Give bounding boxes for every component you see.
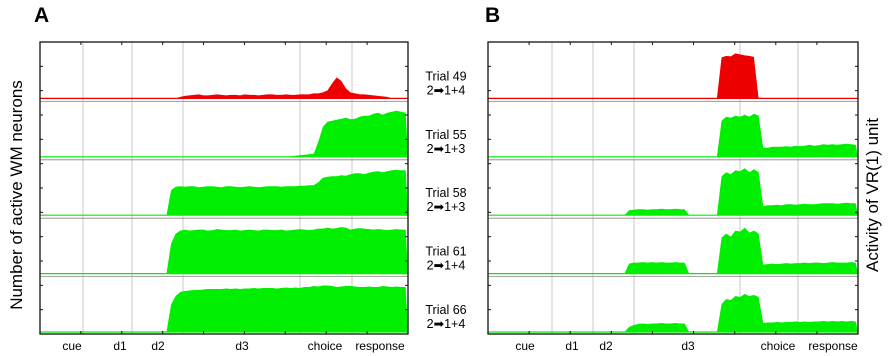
panel-a-x-tick-label: response xyxy=(355,339,405,353)
panel-a-x-tick-label: d2 xyxy=(151,339,165,353)
trial-rule-label: 2➡1+4 xyxy=(427,317,466,331)
panel-b-y-axis-label: Activity of VR(1) unit xyxy=(863,118,882,272)
panel-b-plot: cue d1 d2 d3 choice response xyxy=(487,41,859,353)
panel-b-x-tick-label: d1 xyxy=(565,339,579,353)
trial-rule-label: 2➡1+3 xyxy=(427,200,466,214)
panel-b-x-tick-label: choice xyxy=(761,339,796,353)
panel-a-series-area xyxy=(40,110,408,157)
panel-a-x-tick-label: choice xyxy=(308,339,343,353)
panel-b-series-area xyxy=(488,113,858,157)
trial-name-label: Trial 66 xyxy=(425,303,466,317)
panel-b-x-tick-label: d2 xyxy=(599,339,613,353)
panel-b-x-tick-label: response xyxy=(808,339,858,353)
trial-rule-label: 2➡1+4 xyxy=(427,83,466,97)
panel-a-series-area xyxy=(40,227,408,274)
trial-name-label: Trial 49 xyxy=(425,69,466,83)
trial-rule-label: 2➡1+4 xyxy=(427,259,466,273)
panel-b-frame xyxy=(487,41,859,335)
panel-letter-a: A xyxy=(34,4,49,27)
trial-name-label: Trial 61 xyxy=(425,245,466,259)
panel-b-series-area xyxy=(488,294,858,332)
trial-name-label: Trial 58 xyxy=(425,186,466,200)
trial-rule-label: 2➡1+3 xyxy=(427,142,466,156)
panel-b-x-tick-label: cue xyxy=(515,339,535,353)
trial-name-label: Trial 55 xyxy=(425,128,466,142)
panel-b-x-tick-label: d3 xyxy=(681,339,695,353)
panel-a-x-tick-label: d1 xyxy=(113,339,127,353)
panel-a-series-area xyxy=(40,169,408,216)
panel-b-series-area xyxy=(488,168,858,216)
panel-a-x-tick-label: d3 xyxy=(235,339,249,353)
panel-a-plot: cue d1 d2 d3 choice response xyxy=(39,41,409,353)
panel-letter-b: B xyxy=(485,4,500,27)
panel-a-series-area xyxy=(40,285,408,332)
panel-a-series-area xyxy=(40,77,408,99)
panel-a-x-tick-label: cue xyxy=(62,339,82,353)
panel-b-series-area xyxy=(488,53,858,99)
panel-a-y-axis-label: Number of active WM neurons xyxy=(7,80,26,310)
panel-b-series-area xyxy=(488,227,858,274)
